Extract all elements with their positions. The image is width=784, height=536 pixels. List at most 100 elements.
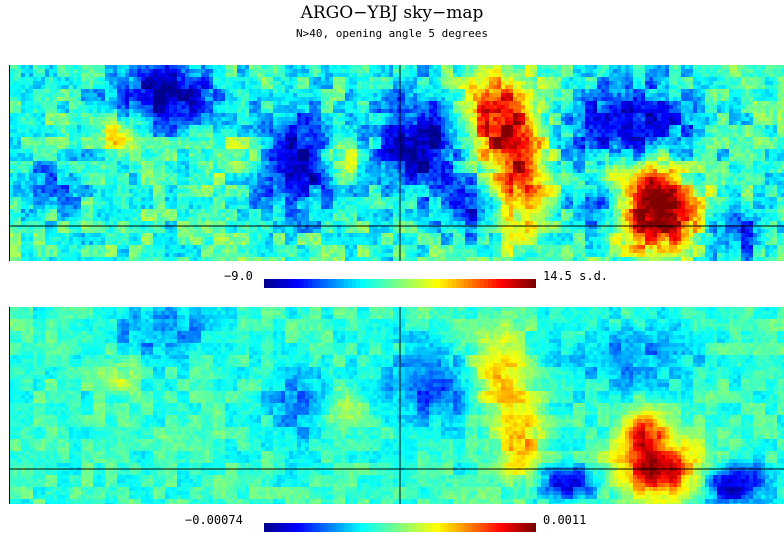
colorbar-swatch (476, 523, 481, 532)
colorbar-swatch (384, 279, 389, 288)
colorbar-swatch (452, 279, 457, 288)
colorbar-swatch (384, 523, 389, 532)
chart-title: ARGO−YBJ sky−map (0, 3, 784, 23)
colorbar-swatch (444, 279, 449, 288)
colorbar-swatch (392, 523, 397, 532)
colorbar-swatch (296, 523, 301, 532)
colorbar-swatch (448, 523, 453, 532)
colorbar-swatch (488, 279, 493, 288)
colorbar-swatch (372, 523, 377, 532)
colorbar-swatch (416, 523, 421, 532)
colorbar-swatch (344, 523, 349, 532)
colorbar-swatch (424, 523, 429, 532)
colorbar-swatch (292, 279, 297, 288)
colorbar-swatch (520, 523, 525, 532)
colorbar-swatch (460, 279, 465, 288)
colorbar-swatch (340, 523, 345, 532)
colorbar-swatch (264, 523, 269, 532)
colorbar-swatch (268, 279, 273, 288)
colorbar-swatch (444, 523, 449, 532)
colorbar-swatch (448, 279, 453, 288)
colorbar-swatch (420, 279, 425, 288)
colorbar-swatch (452, 523, 457, 532)
colorbar-swatch (336, 279, 341, 288)
colorbar-swatch (380, 279, 385, 288)
colorbar-swatch (344, 279, 349, 288)
colorbar-swatch (264, 279, 269, 288)
colorbar-swatch (332, 523, 337, 532)
colorbar-swatch (276, 523, 281, 532)
colorbar2-max-label: 0.0011 (543, 513, 586, 527)
colorbar-swatch (412, 279, 417, 288)
colorbar-swatch (352, 279, 357, 288)
colorbar-swatch (416, 279, 421, 288)
colorbar-swatch (304, 523, 309, 532)
colorbar-swatch (320, 523, 325, 532)
colorbar-swatch (408, 523, 413, 532)
colorbar-swatch (376, 279, 381, 288)
colorbar-swatch (324, 279, 329, 288)
colorbar-swatch (348, 279, 353, 288)
colorbar-swatch (320, 279, 325, 288)
colorbar-swatch (340, 279, 345, 288)
colorbar-swatch (304, 279, 309, 288)
colorbar-swatch (396, 523, 401, 532)
colorbar-swatch (396, 279, 401, 288)
colorbar-swatch (352, 523, 357, 532)
colorbar-swatch (480, 523, 485, 532)
colorbar-swatch (280, 279, 285, 288)
colorbar-swatch (496, 279, 501, 288)
colorbar-min-label: −9.0 (224, 269, 253, 283)
colorbar-swatch (464, 279, 469, 288)
colorbar-swatch (272, 279, 277, 288)
colorbar-swatch (368, 279, 373, 288)
colorbar-swatch (404, 279, 409, 288)
colorbar-swatch (364, 279, 369, 288)
colorbar-swatch (408, 279, 413, 288)
colorbar-significance-svg (264, 279, 536, 288)
colorbar-swatch (328, 523, 333, 532)
colorbar-swatch (360, 523, 365, 532)
intensity-map-svg (9, 307, 784, 504)
colorbar-swatch (436, 523, 441, 532)
colorbar-swatch (464, 523, 469, 532)
colorbar-swatch (328, 279, 333, 288)
colorbar-swatch (484, 279, 489, 288)
colorbar-swatch (276, 279, 281, 288)
colorbar-swatch (496, 523, 501, 532)
colorbar-swatch (388, 279, 393, 288)
colorbar-swatch (472, 279, 477, 288)
colorbar-swatch (308, 523, 313, 532)
colorbar-swatch (424, 279, 429, 288)
colorbar-swatch (312, 279, 317, 288)
significance-sky-map (9, 65, 784, 261)
colorbar-swatch (436, 279, 441, 288)
colorbar-swatch (300, 523, 305, 532)
colorbar-swatch (524, 523, 529, 532)
colorbar-swatch (308, 279, 313, 288)
colorbar-swatch (312, 523, 317, 532)
colorbar-swatch (456, 279, 461, 288)
colorbar-swatch (472, 523, 477, 532)
colorbar-swatch (480, 279, 485, 288)
colorbar-swatch (268, 523, 273, 532)
colorbar-swatch (508, 279, 513, 288)
colorbar-swatch (504, 523, 509, 532)
colorbar-swatch (284, 523, 289, 532)
colorbar-swatch (356, 279, 361, 288)
chart-subtitle: N>40, opening angle 5 degrees (0, 27, 784, 40)
colorbar-swatch (528, 523, 533, 532)
colorbar-swatch (288, 279, 293, 288)
colorbar-swatch (532, 523, 536, 532)
colorbar-swatch (412, 523, 417, 532)
colorbar-swatch (432, 279, 437, 288)
colorbar-swatch (404, 523, 409, 532)
colorbar-swatch (500, 279, 505, 288)
colorbar-swatch (492, 279, 497, 288)
colorbar-swatch (372, 279, 377, 288)
colorbar-significance (264, 273, 536, 282)
colorbar-swatch (360, 279, 365, 288)
colorbar-swatch (516, 523, 521, 532)
colorbar-swatch (380, 523, 385, 532)
colorbar-swatch (280, 523, 285, 532)
